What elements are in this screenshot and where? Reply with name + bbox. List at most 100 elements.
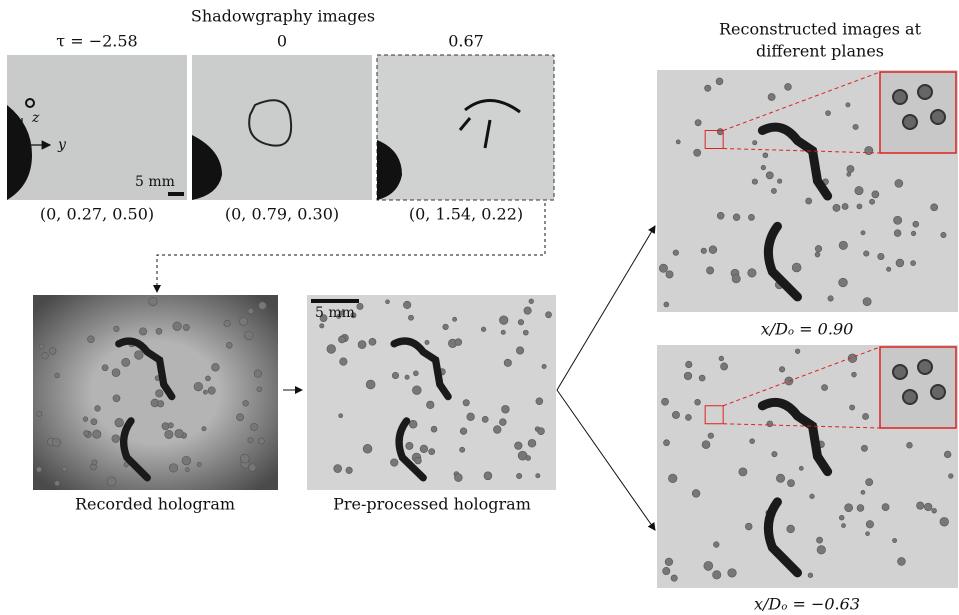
droplet	[850, 405, 855, 410]
droplet	[212, 363, 220, 371]
recon-title: different planes	[756, 42, 884, 61]
droplet	[664, 440, 670, 446]
droplet	[542, 364, 546, 368]
droplet	[882, 504, 889, 511]
droplet	[536, 398, 543, 405]
droplet	[39, 344, 43, 348]
droplet	[37, 411, 42, 416]
droplet	[839, 515, 844, 520]
droplet	[528, 439, 536, 447]
droplet	[516, 347, 523, 354]
droplet	[546, 312, 552, 318]
droplet	[259, 302, 267, 310]
droplet	[903, 390, 917, 404]
droplet	[918, 85, 932, 99]
droplet	[357, 303, 363, 309]
caption: Pre-processed hologram	[333, 495, 531, 514]
droplet	[334, 465, 342, 473]
droplet	[948, 474, 953, 479]
droplet	[250, 423, 257, 430]
droplet	[857, 204, 862, 209]
droplet	[425, 340, 429, 344]
droplet	[893, 90, 907, 104]
droplet	[453, 317, 457, 321]
shadow-title: Shadowgraphy images	[191, 7, 375, 26]
arrow	[557, 226, 655, 390]
droplet	[102, 365, 108, 371]
droplet	[524, 307, 531, 314]
droplet	[753, 141, 757, 145]
droplet	[224, 320, 231, 327]
droplet	[872, 191, 879, 198]
droplet	[663, 567, 670, 574]
droplet	[467, 413, 475, 421]
droplet	[426, 401, 434, 409]
droplet	[258, 438, 264, 444]
droplet	[894, 230, 901, 237]
droplet	[852, 372, 857, 377]
reconstructed-image	[657, 345, 958, 588]
droplet	[390, 459, 398, 467]
droplet	[52, 438, 60, 446]
droplet	[795, 349, 800, 354]
droplet	[845, 504, 853, 512]
droplet	[175, 429, 183, 437]
droplet	[460, 428, 467, 435]
droplet	[358, 341, 366, 349]
droplet	[431, 426, 437, 432]
droplet	[861, 445, 867, 451]
droplet	[36, 467, 41, 472]
droplet	[776, 474, 784, 482]
droplet	[896, 259, 904, 267]
axis-label: z	[31, 110, 40, 126]
reconstructed-image	[657, 70, 958, 312]
droplet	[748, 269, 756, 277]
droplet	[672, 411, 679, 418]
droplet	[157, 400, 164, 407]
droplet	[183, 324, 189, 330]
droplet	[185, 468, 189, 472]
droplet	[169, 464, 178, 473]
droplet	[408, 315, 413, 320]
droplet	[443, 324, 449, 330]
position-label: (0, 0.27, 0.50)	[40, 205, 154, 224]
droplet	[95, 406, 101, 412]
shadow-image	[192, 55, 372, 200]
droplet	[847, 165, 854, 172]
droplet	[713, 542, 719, 548]
droplet	[931, 204, 938, 211]
recon-title: Reconstructed images at	[719, 20, 922, 39]
droplet	[695, 399, 701, 405]
droplet	[412, 386, 421, 395]
droplet	[785, 83, 792, 90]
droplet	[815, 245, 822, 252]
droplet	[855, 186, 863, 194]
droplet	[518, 319, 524, 325]
droplet	[49, 348, 56, 355]
droplet	[944, 451, 951, 458]
droplet	[173, 322, 182, 331]
droplet	[898, 558, 906, 566]
droplet	[665, 558, 673, 566]
droplet	[149, 297, 158, 306]
plane-label: x/Dₒ = −0.63	[754, 595, 860, 614]
droplet	[168, 423, 173, 428]
droplet	[911, 231, 916, 236]
droplet	[386, 300, 390, 304]
droplet	[327, 345, 336, 354]
shadow-image	[377, 55, 554, 200]
droplet	[502, 405, 510, 413]
droplet	[895, 179, 903, 187]
droplet	[815, 252, 820, 257]
position-label: (0, 1.54, 0.22)	[409, 205, 523, 224]
droplet	[842, 203, 848, 209]
droplet	[733, 214, 740, 221]
droplet	[346, 467, 353, 474]
droplet	[702, 441, 710, 449]
droplet	[463, 400, 469, 406]
droplet	[156, 390, 163, 397]
droplet	[248, 308, 254, 314]
droplet	[913, 221, 919, 227]
droplet	[841, 524, 845, 528]
droplet	[878, 253, 884, 259]
